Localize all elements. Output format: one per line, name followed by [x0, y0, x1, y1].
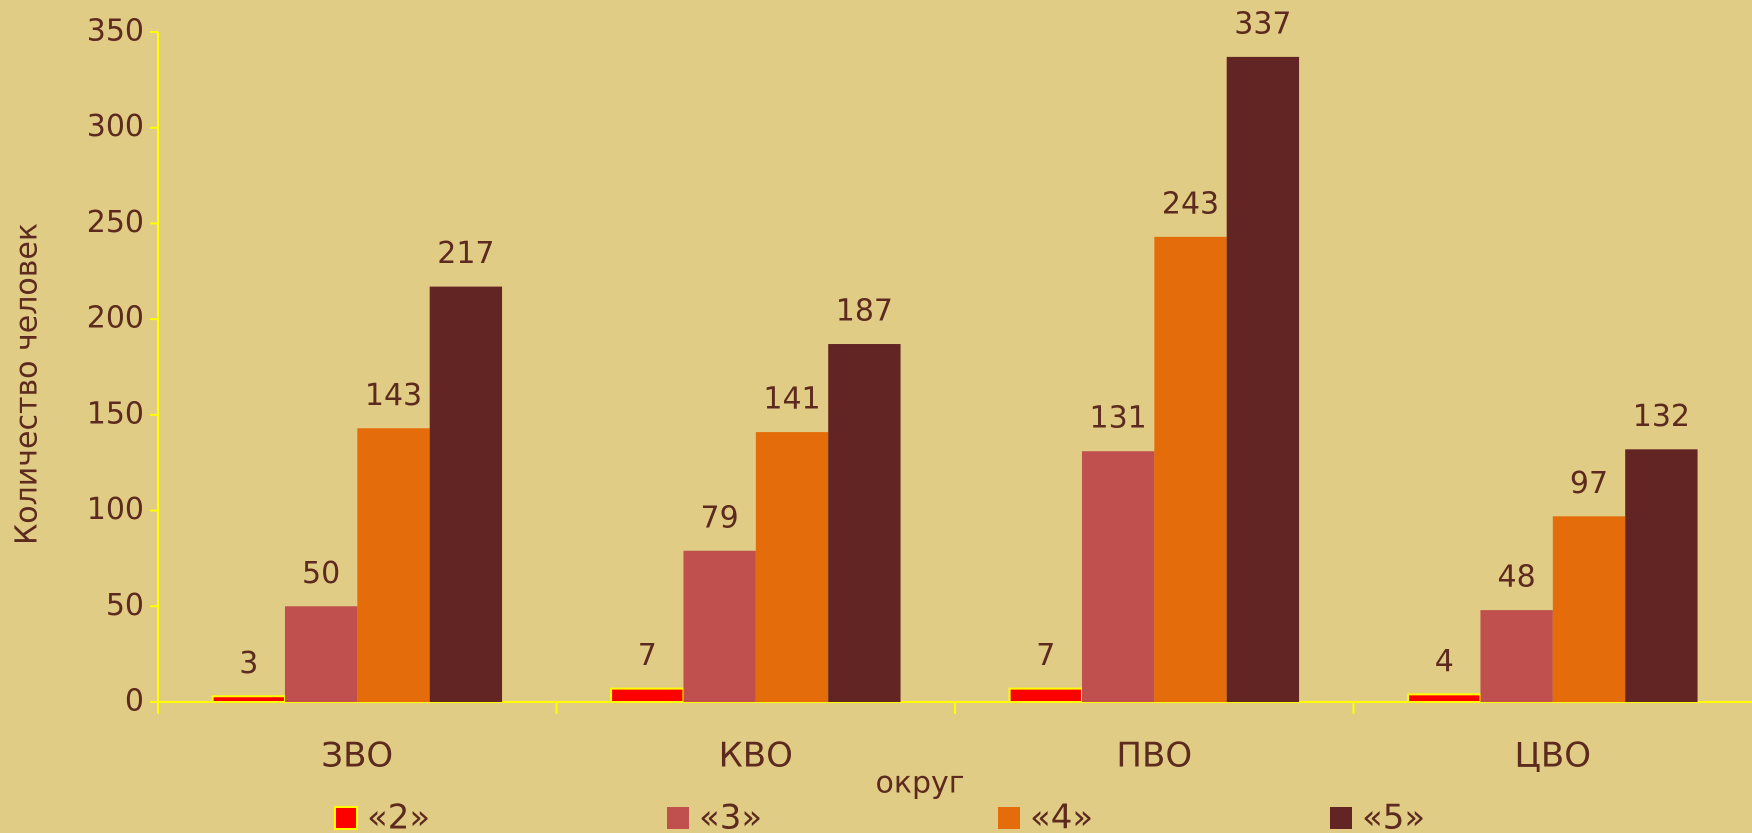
bar — [429, 286, 503, 702]
legend-swatch — [998, 807, 1020, 829]
data-label: 141 — [763, 382, 820, 417]
bar — [1625, 449, 1698, 702]
y-tick-label: 350 — [87, 14, 144, 49]
y-axis-title: Количество человек — [10, 223, 45, 545]
data-label: 143 — [365, 378, 422, 413]
bar — [1480, 610, 1553, 702]
y-tick-label: 200 — [87, 301, 144, 336]
bar — [1154, 236, 1227, 703]
data-label: 7 — [1036, 638, 1055, 673]
bar — [211, 695, 286, 703]
legend-label: «5» — [1362, 798, 1425, 833]
bar — [1407, 693, 1482, 703]
data-label: 97 — [1570, 466, 1608, 501]
legend-swatch — [667, 807, 689, 829]
bar — [683, 550, 756, 702]
legend-label: «3» — [699, 798, 762, 833]
bar — [755, 432, 829, 702]
x-tick-label: ЦВО — [1515, 736, 1591, 776]
legend-label: «2» — [367, 798, 430, 833]
x-axis-title: округ — [875, 766, 964, 801]
y-tick-label: 0 — [125, 684, 144, 719]
data-label: 132 — [1633, 399, 1690, 434]
data-label: 243 — [1162, 186, 1219, 221]
legend-label: «4» — [1030, 798, 1093, 833]
data-label: 79 — [701, 500, 739, 535]
bar — [1226, 56, 1300, 702]
y-tick-label: 150 — [87, 396, 144, 431]
data-label: 187 — [836, 294, 893, 329]
x-tick-label: КВО — [719, 736, 793, 776]
bar — [610, 687, 685, 703]
y-tick-label: 50 — [106, 588, 144, 623]
bar — [1081, 451, 1155, 702]
x-tick-label: ПВО — [1116, 736, 1192, 776]
data-label: 50 — [302, 556, 340, 591]
bar — [1552, 516, 1626, 702]
legend-swatch — [334, 806, 358, 830]
y-tick-label: 250 — [87, 205, 144, 240]
bar — [284, 606, 358, 702]
data-label: 4 — [1435, 644, 1454, 679]
data-label: 337 — [1234, 6, 1291, 41]
data-label: 3 — [239, 646, 258, 681]
data-label: 217 — [437, 236, 494, 271]
bar — [1008, 687, 1083, 703]
data-label: 7 — [638, 638, 657, 673]
y-tick-label: 300 — [87, 109, 144, 144]
data-label: 48 — [1498, 560, 1536, 595]
y-tick-label: 100 — [87, 492, 144, 527]
legend-swatch — [1330, 807, 1352, 829]
bar — [357, 428, 430, 702]
data-label: 131 — [1090, 401, 1147, 436]
bar — [828, 344, 901, 702]
x-tick-label: ЗВО — [321, 736, 393, 776]
